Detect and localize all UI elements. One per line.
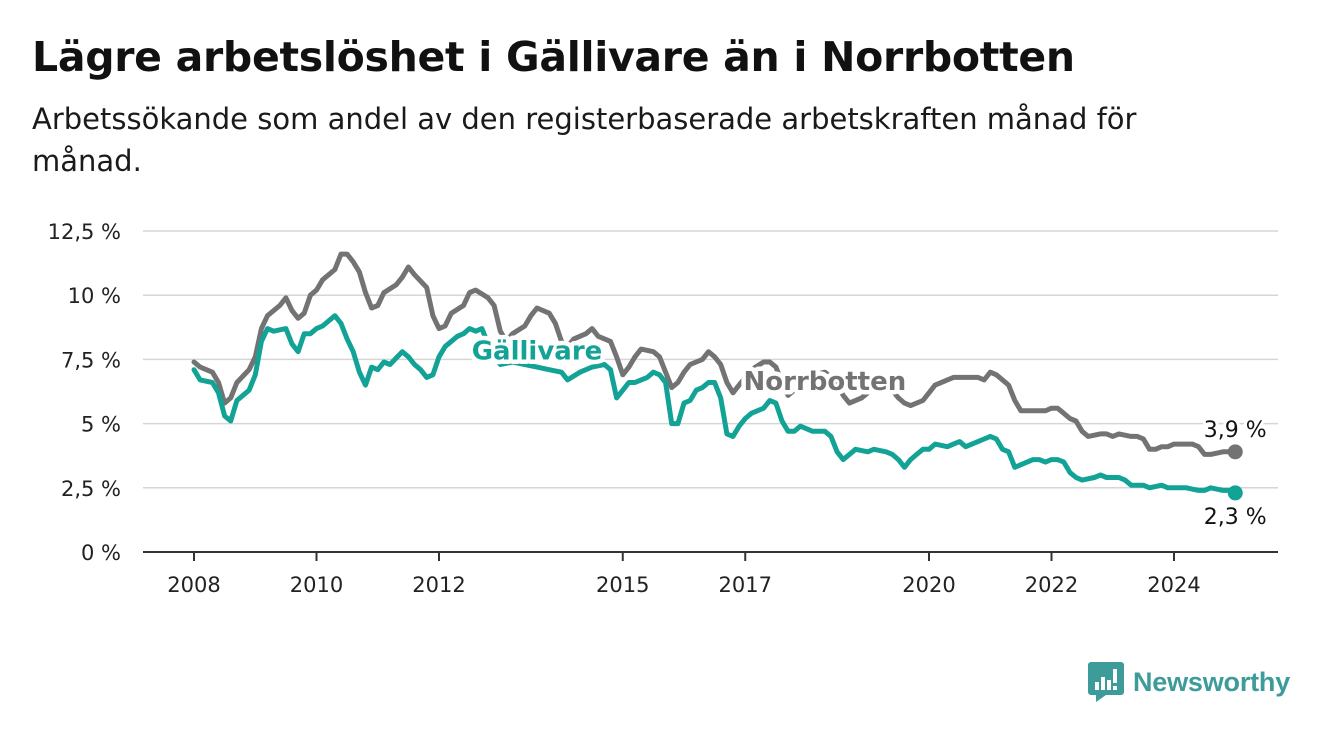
- series-label-gallivare: Gällivare: [472, 336, 603, 366]
- chart-title: Lägre arbetslöshet i Gällivare än i Norr…: [32, 33, 1075, 81]
- y-tick-label: 2,5 %: [61, 477, 121, 501]
- end-value-label-gallivare: 2,3 %: [1204, 505, 1267, 530]
- end-value-label-norrbotten: 3,9 %: [1204, 418, 1267, 443]
- series-lines: [191, 251, 1243, 501]
- x-tick-label: 2012: [412, 573, 465, 597]
- x-tick-label: 2010: [290, 573, 343, 597]
- y-axis: 0 % 2,5 % 5 % 7,5 % 10 % 12,5 %: [48, 220, 121, 565]
- newsworthy-logo-icon: [1088, 662, 1124, 702]
- y-tick-label: 0 %: [81, 541, 121, 565]
- x-tick-label: 2022: [1025, 573, 1078, 597]
- series-line-gallivare: [191, 313, 1238, 496]
- x-tick-label: 2020: [902, 573, 955, 597]
- x-tick-label: 2015: [596, 573, 649, 597]
- x-tick-label: 2017: [719, 573, 772, 597]
- x-axis: 2008 2010 2012 2015 2017 2020 2022 2024: [143, 551, 1278, 597]
- series-line-norrbotten: [191, 251, 1238, 457]
- chart-subtitle: Arbetssökande som andel av den registerb…: [32, 102, 1137, 179]
- series-label-norrbotten: Norrbotten: [744, 367, 907, 397]
- y-tick-label: 5 %: [81, 413, 121, 437]
- brand-logo: Newsworthy: [1088, 660, 1290, 704]
- x-tick-label: 2024: [1147, 573, 1200, 597]
- y-tick-label: 12,5 %: [48, 220, 121, 244]
- end-marker-gallivare: [1227, 485, 1243, 501]
- brand-name: Newsworthy: [1133, 666, 1291, 697]
- x-tick-label: 2008: [167, 573, 220, 597]
- end-marker-norrbotten: [1227, 444, 1243, 460]
- series-labels: Norrbotten 3,9 % Gällivare 2,3 %: [467, 332, 1269, 533]
- gridlines: [143, 230, 1278, 489]
- y-tick-label: 10 %: [68, 284, 121, 308]
- y-tick-label: 7,5 %: [61, 348, 121, 372]
